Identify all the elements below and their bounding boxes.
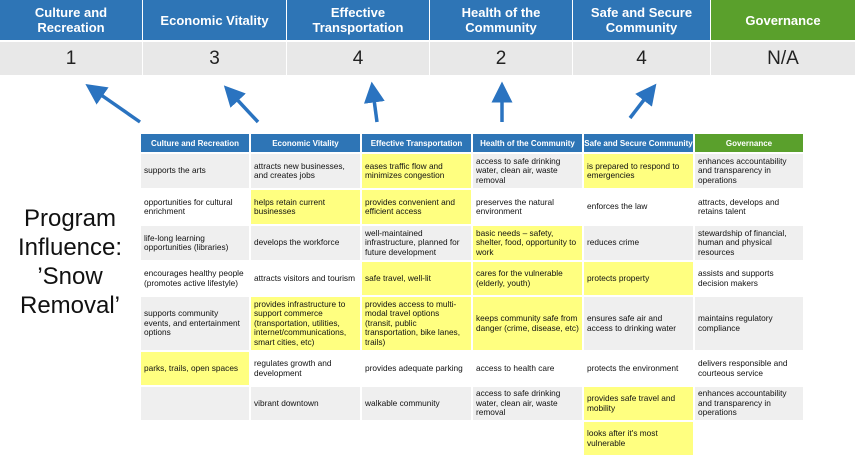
pillar-score: 4 xyxy=(287,42,429,75)
column-header: Economic Vitality xyxy=(250,133,361,153)
column-header: Effective Transportation xyxy=(361,133,472,153)
table-cell: keeps community safe from danger (crime,… xyxy=(472,296,583,351)
table-cell: enforces the law xyxy=(583,189,694,225)
table-cell: access to health care xyxy=(472,351,583,386)
program-label: Influence: xyxy=(17,233,123,261)
table-cell: provides infrastructure to support comme… xyxy=(250,296,361,351)
table-cell: looks after it's most vulnerable xyxy=(583,421,694,456)
table-cell: attracts new businesses, and creates job… xyxy=(250,153,361,189)
table-cell: well-maintained infrastructure, planned … xyxy=(361,225,472,261)
table-cell: supports community events, and entertain… xyxy=(140,296,250,351)
pillar-header: Health of the Community xyxy=(430,0,572,40)
table-cell: delivers responsible and courteous servi… xyxy=(694,351,804,386)
table-cell: is prepared to respond to emergencies xyxy=(583,153,694,189)
table-cell: vibrant downtown xyxy=(250,386,361,421)
table-cell: life-long learning opportunities (librar… xyxy=(140,225,250,261)
program-label: Program xyxy=(23,204,117,232)
table-cell: basic needs – safety, shelter, food, opp… xyxy=(472,225,583,261)
table-cell: enhances accountability and transparency… xyxy=(694,386,804,421)
pillar-header: Safe and Secure Community xyxy=(573,0,710,40)
table-cell xyxy=(472,421,583,456)
table-cell: encourages healthy people (promotes acti… xyxy=(140,261,250,296)
table-cell: protects the environment xyxy=(583,351,694,386)
table-cell: provides convenient and efficient access xyxy=(361,189,472,225)
table-cell: maintains regulatory compliance xyxy=(694,296,804,351)
column-header: Governance xyxy=(694,133,804,153)
table-cell xyxy=(250,421,361,456)
column-header: Health of the Community xyxy=(472,133,583,153)
table-cell: provides access to multi-modal travel op… xyxy=(361,296,472,351)
table-cell: enhances accountability and transparency… xyxy=(694,153,804,189)
table-cell: stewardship of financial, human and phys… xyxy=(694,225,804,261)
table-cell: ensures safe air and access to drinking … xyxy=(583,296,694,351)
program-label: Removal’ xyxy=(19,291,121,319)
pillar-score: 1 xyxy=(0,42,142,75)
pillar-header: Governance xyxy=(711,0,855,40)
table-cell: walkable community xyxy=(361,386,472,421)
pillar-score: N/A xyxy=(711,42,855,75)
arrow xyxy=(85,81,657,124)
table-cell: provides adequate parking xyxy=(361,351,472,386)
table-cell: attracts visitors and tourism xyxy=(250,261,361,296)
table-cell xyxy=(361,421,472,456)
table-cell: opportunities for cultural enrichment xyxy=(140,189,250,225)
pillar-score: 4 xyxy=(573,42,710,75)
table-cell: preserves the natural environment xyxy=(472,189,583,225)
pillar-header: Economic Vitality xyxy=(143,0,286,40)
table-cell: access to safe drinking water, clean air… xyxy=(472,386,583,421)
table-cell: helps retain current businesses xyxy=(250,189,361,225)
table-cell: develops the workforce xyxy=(250,225,361,261)
table-cell xyxy=(140,421,250,456)
table-cell: provides safe travel and mobility xyxy=(583,386,694,421)
pillar-header: Culture and Recreation xyxy=(0,0,142,40)
table-cell xyxy=(694,421,804,456)
column-header: Culture and Recreation xyxy=(140,133,250,153)
pillar-header: Effective Transportation xyxy=(287,0,429,40)
table-cell: protects property xyxy=(583,261,694,296)
table-cell: attracts, develops and retains talent xyxy=(694,189,804,225)
program-label: ’Snow xyxy=(37,262,103,290)
table-cell: safe travel, well-lit xyxy=(361,261,472,296)
pillar-score: 2 xyxy=(430,42,572,75)
table-cell: supports the arts xyxy=(140,153,250,189)
table-cell: reduces crime xyxy=(583,225,694,261)
table-cell: assists and supports decision makers xyxy=(694,261,804,296)
table-cell: eases traffic flow and minimizes congest… xyxy=(361,153,472,189)
pillar-score: 3 xyxy=(143,42,286,75)
table-cell: access to safe drinking water, clean air… xyxy=(472,153,583,189)
column-header: Safe and Secure Community xyxy=(583,133,694,153)
table-cell: regulates growth and development xyxy=(250,351,361,386)
table-cell: parks, trails, open spaces xyxy=(140,351,250,386)
table-cell xyxy=(140,386,250,421)
table-cell: cares for the vulnerable (elderly, youth… xyxy=(472,261,583,296)
